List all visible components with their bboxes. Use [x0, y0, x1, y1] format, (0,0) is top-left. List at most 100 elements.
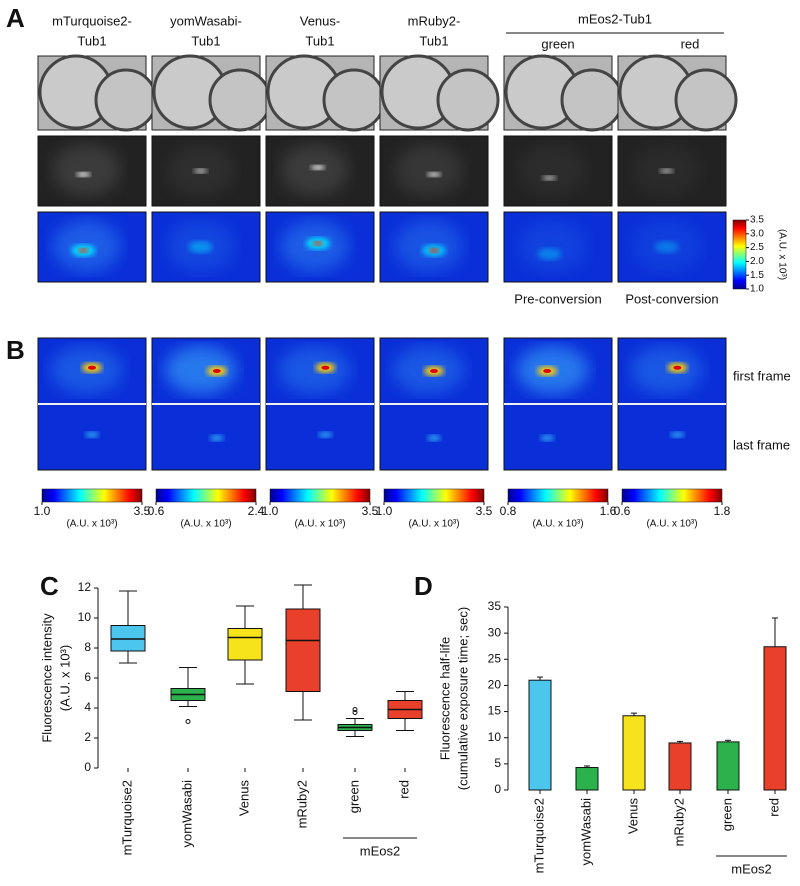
heatmap-image	[379, 211, 489, 283]
cell	[560, 68, 624, 132]
colorbar-tick-label: 3.5	[476, 504, 493, 518]
sub-header: green	[541, 36, 574, 51]
cell	[208, 68, 272, 132]
spot-core	[429, 248, 439, 253]
colorbar-label: (A.U. x 10³)	[294, 519, 345, 530]
spot-last	[670, 431, 685, 438]
colorbar-tick-label: 1.0	[262, 504, 279, 518]
column-header: Venus-	[300, 13, 340, 28]
colorbar-tick-label: 3.0	[750, 228, 764, 239]
cell	[322, 68, 386, 132]
heatmap-image	[151, 211, 261, 283]
colorbar-tick-label: 1.5	[750, 270, 764, 281]
spot-outer	[654, 241, 679, 253]
colorbar-tick-label: 1.0	[34, 504, 51, 518]
colorbar-label: (A.U. x 10³)	[776, 229, 787, 280]
colorbar	[732, 219, 747, 290]
y-axis-label: Fluorescence intensity	[39, 613, 54, 743]
x-tick-label: red	[396, 780, 411, 799]
group-label: mEos2	[731, 861, 771, 876]
fluorescence-image	[151, 135, 261, 207]
cell-glow	[280, 144, 349, 196]
colorbar-tick-label: 1.0	[376, 504, 393, 518]
bar	[668, 742, 692, 791]
bar	[622, 715, 646, 791]
spot-last	[209, 435, 224, 441]
column-header: mTurquoise2-	[52, 13, 132, 28]
fluorescence-image	[617, 135, 727, 207]
spindle	[76, 172, 91, 177]
fluorescence-image	[37, 135, 147, 207]
panel-label: A	[6, 3, 25, 33]
x-tick-label: Venus	[625, 798, 640, 835]
colorbar-label: (A.U. x 10³)	[66, 519, 117, 530]
y-axis-label: Fluorescence half-life	[437, 637, 452, 761]
y-tick-label: 12	[78, 580, 92, 594]
x-tick-label: mRuby2	[294, 780, 309, 828]
y-tick-label: 15	[488, 704, 502, 718]
y-axis-label: (cumulative exposure time; sec)	[455, 607, 470, 791]
cell-glow	[518, 144, 587, 196]
colorbar	[155, 488, 257, 503]
column-header: mRuby2-	[408, 13, 461, 28]
heatmap-image	[265, 211, 375, 283]
heatmap-image	[503, 211, 613, 283]
bar	[575, 767, 599, 791]
colorbar-tick-label: 0.6	[148, 504, 165, 518]
x-tick-label: green	[719, 798, 734, 831]
y-tick-label: 35	[488, 599, 502, 613]
bleach-image	[151, 337, 261, 471]
group-header: mEos2-Tub1	[578, 11, 652, 26]
bleach-image	[379, 337, 489, 471]
bar	[528, 679, 552, 791]
colorbar-tick-label: 1.0	[750, 284, 764, 295]
colorbar-label: (A.U. x 10³)	[180, 519, 231, 530]
column-header: yomWasabi-	[170, 13, 242, 28]
panel-label: D	[414, 571, 433, 601]
cell-glow	[278, 346, 351, 394]
colorbar	[621, 488, 723, 503]
spindle	[659, 168, 674, 174]
colorbar	[507, 488, 609, 503]
brightfield-image	[503, 54, 624, 132]
cell	[94, 68, 158, 132]
cell-glow	[630, 346, 703, 394]
spot-core	[321, 365, 330, 370]
colorbar-tick-label: 2.5	[750, 242, 764, 253]
colorbar-tick-label: 1.6	[600, 504, 617, 518]
cell-glow	[518, 220, 587, 272]
x-tick-label: Venus	[236, 780, 251, 817]
spot-outer	[188, 241, 213, 253]
spindle	[542, 175, 557, 181]
y-tick-label: 10	[488, 730, 502, 744]
column-header: Tub1	[77, 33, 106, 48]
colorbar-tick-label: 2.0	[750, 256, 764, 267]
colorbar-label: (A.U. x 10³)	[532, 519, 583, 530]
colorbar-tick-label: 3.5	[134, 504, 151, 518]
bleach-image	[37, 337, 147, 471]
colorbar	[383, 488, 485, 503]
spindle	[427, 172, 441, 177]
colorbar	[269, 488, 371, 503]
box	[227, 628, 263, 661]
panel-label: C	[40, 571, 59, 601]
y-tick-label: 2	[84, 730, 91, 744]
y-tick-label: 4	[84, 700, 91, 714]
x-tick-label: mRuby2	[671, 798, 686, 846]
brightfield-image	[151, 54, 272, 132]
cell-glow	[394, 144, 463, 196]
conversion-label: Post-conversion	[625, 291, 718, 306]
x-tick-label: mTurquoise2	[531, 798, 546, 873]
bleach-image	[265, 337, 375, 471]
y-tick-label: 6	[84, 670, 91, 684]
heatmap-image	[617, 211, 727, 283]
cell	[436, 68, 500, 132]
y-tick-label: 10	[78, 610, 92, 624]
row-label: last frame	[733, 437, 790, 452]
heatmap-image	[37, 211, 147, 283]
cell-glow	[164, 346, 237, 394]
column-header: Tub1	[419, 33, 448, 48]
spot-core	[88, 365, 96, 370]
x-tick-label: mTurquoise2	[119, 780, 134, 855]
